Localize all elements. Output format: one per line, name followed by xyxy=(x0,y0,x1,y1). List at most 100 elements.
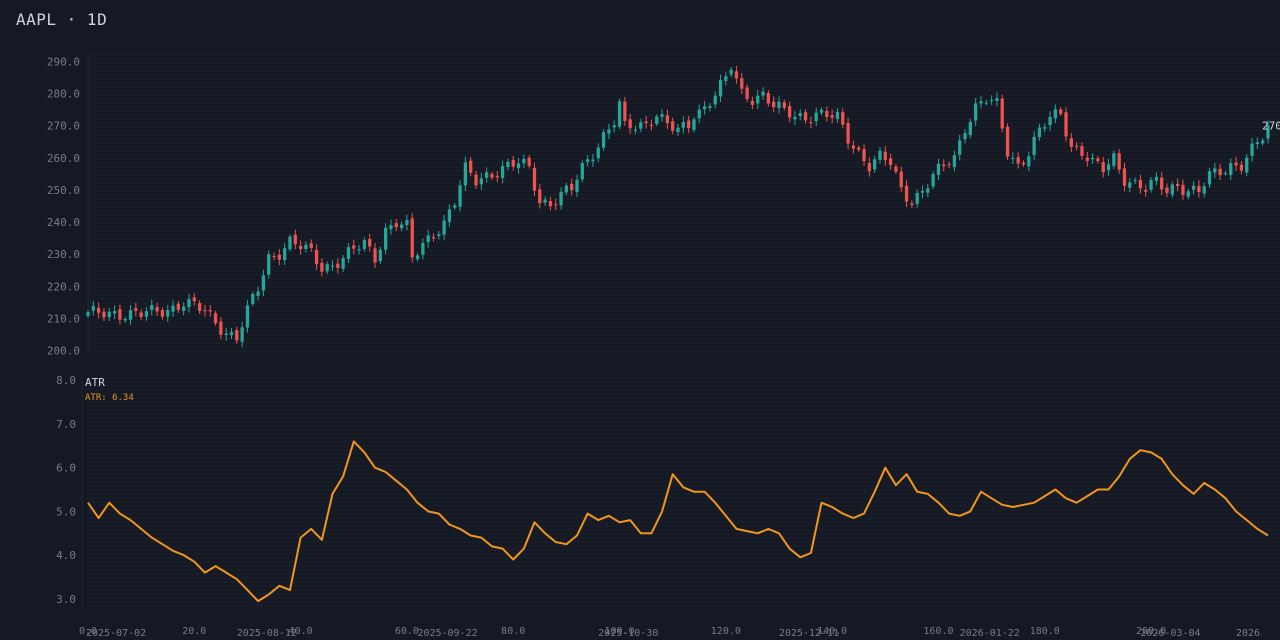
candle-body xyxy=(830,115,834,118)
last-price-label: 270 xyxy=(1262,119,1280,132)
date-x-label: 2026 xyxy=(1236,628,1260,639)
candle-body xyxy=(1181,184,1185,195)
candle-body xyxy=(309,243,313,248)
candle-body xyxy=(1048,116,1052,126)
candle-body xyxy=(1064,112,1068,137)
date-x-label: 2026-01-22 xyxy=(960,628,1020,639)
candle-body xyxy=(1011,157,1015,159)
candle-body xyxy=(1160,177,1164,190)
candle-body xyxy=(671,121,675,131)
atr-y-tick-label: 6.0 xyxy=(56,462,76,475)
candle-body xyxy=(963,133,967,140)
candle-body xyxy=(910,203,914,206)
candle-body xyxy=(123,318,127,321)
candle-body xyxy=(947,164,951,166)
candle-body xyxy=(1117,153,1121,170)
candle-body xyxy=(665,115,670,124)
atr-x-tick-label: 0.0 xyxy=(79,626,97,637)
candle-body xyxy=(787,106,792,118)
price-y-tick-label: 200.0 xyxy=(47,345,80,358)
price-grid xyxy=(87,54,1280,357)
candle-body xyxy=(197,303,202,311)
candle-body xyxy=(926,188,930,193)
candle-body xyxy=(1239,164,1244,171)
price-y-tick-label: 210.0 xyxy=(47,312,80,325)
candle-body xyxy=(1069,138,1073,147)
candle-body xyxy=(851,145,856,149)
candle-body xyxy=(208,310,212,312)
candle-body xyxy=(1144,189,1148,192)
atr-x-tick-label: 140.0 xyxy=(817,626,847,637)
candle-body xyxy=(979,101,983,104)
candle-body xyxy=(107,311,111,318)
candle-body xyxy=(580,163,584,180)
candle-body xyxy=(766,93,771,104)
atr-legend: ATR ATR: 6.34 xyxy=(85,376,134,403)
candle-body xyxy=(176,303,181,310)
candle-body xyxy=(702,106,707,110)
candle-body xyxy=(1122,168,1127,186)
candle-body xyxy=(256,291,260,296)
candle-body xyxy=(304,244,308,250)
atr-series-name: ATR xyxy=(85,376,105,389)
atr-x-tick-label: 60.0 xyxy=(395,626,419,637)
candle-body xyxy=(798,113,802,117)
price-y-tick-label: 280.0 xyxy=(47,88,80,101)
candle-body xyxy=(623,101,627,121)
candle-body xyxy=(793,116,797,120)
candle-body xyxy=(660,114,664,117)
candle-body xyxy=(740,78,744,89)
candle-body xyxy=(1175,183,1180,186)
candle-body xyxy=(1032,136,1036,155)
atr-y-tick-label: 4.0 xyxy=(56,549,76,562)
candle-body xyxy=(235,330,239,341)
candle-body xyxy=(160,310,165,317)
price-y-axis: 200.0 210.0 220.0 230.0 240.0 250.0 260.0 270.0… xyxy=(47,55,80,357)
candle-body xyxy=(1090,157,1095,160)
atr-x-tick-label: 20.0 xyxy=(182,626,206,637)
candle-body xyxy=(1075,145,1079,147)
candle-body xyxy=(745,87,749,99)
candle-body xyxy=(1027,156,1031,167)
atr-x-tick-label: 80.0 xyxy=(501,626,525,637)
candle-body xyxy=(469,160,473,173)
candle-body xyxy=(995,98,999,101)
candle-body xyxy=(835,111,840,120)
candle-body xyxy=(272,256,276,258)
candle-body xyxy=(867,162,871,172)
candle-body xyxy=(522,158,526,164)
price-y-tick-label: 290.0 xyxy=(47,55,80,68)
candle-body xyxy=(155,307,159,312)
date-x-label: 2025-12-11 xyxy=(779,628,839,639)
candle-body xyxy=(1149,179,1153,190)
candle-body xyxy=(862,149,866,162)
candle-body xyxy=(442,220,446,235)
candle-body xyxy=(1266,125,1270,139)
candle-body xyxy=(697,109,701,119)
candle-body xyxy=(139,312,143,317)
candle-body xyxy=(511,159,515,167)
candle-body xyxy=(974,103,978,121)
candle-body xyxy=(676,127,680,133)
atr-grid xyxy=(81,377,1280,612)
date-x-label: 2025-10-30 xyxy=(598,628,658,639)
atr-y-tick-label: 8.0 xyxy=(56,374,76,387)
candle-body xyxy=(873,159,877,170)
candle-body xyxy=(112,311,117,314)
candle-body xyxy=(453,205,457,208)
candle-body xyxy=(612,125,616,128)
candle-body xyxy=(782,102,786,108)
candle-body xyxy=(1245,157,1249,173)
candle-body xyxy=(548,201,553,207)
candle-body xyxy=(729,69,733,75)
candle-body xyxy=(649,124,654,126)
atr-x-tick-label: 100.0 xyxy=(604,626,634,637)
candle-body xyxy=(968,121,972,136)
candle-body xyxy=(171,305,175,312)
candle-body xyxy=(463,162,468,186)
date-x-label: 2026-03-04 xyxy=(1140,628,1200,639)
candle-body xyxy=(192,297,196,302)
candle-body xyxy=(1191,185,1196,190)
date-x-label: 2025-07-02 xyxy=(86,628,146,639)
